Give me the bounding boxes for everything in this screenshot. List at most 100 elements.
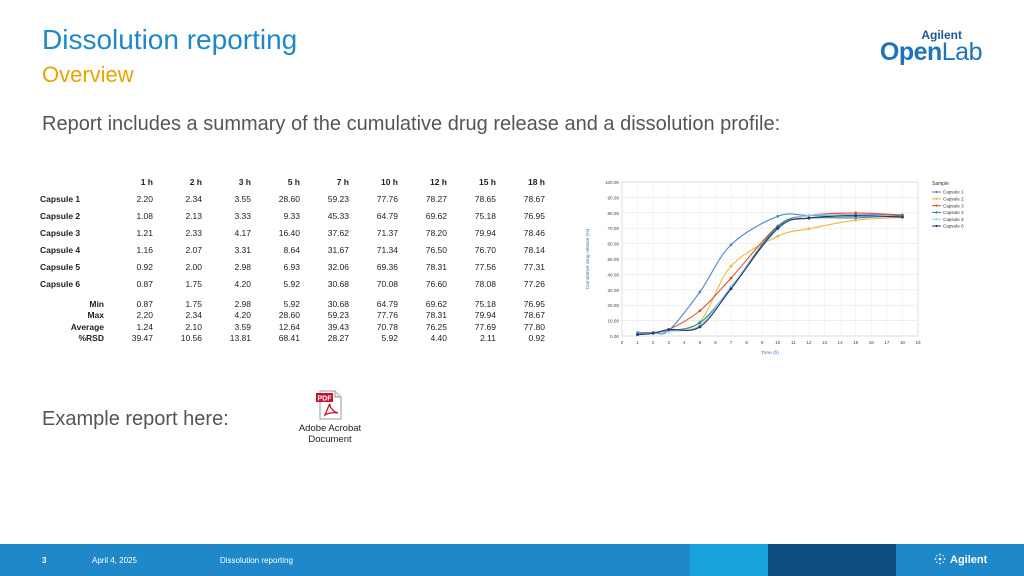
stat-cell: 28.60 [278,310,300,321]
y-tick-label: 0.00 [610,334,619,339]
data-point [776,214,780,218]
data-point [729,287,733,291]
y-axis-label: Cumulative drug release (%) [585,228,591,289]
stat-label: Min [89,298,104,309]
data-point [807,227,811,231]
stat-cell: 4.40 [430,333,447,344]
table-cell: 3.33 [234,210,251,221]
x-tick-label: 1 [636,340,639,345]
table-cell: 1.08 [136,210,153,221]
table-cell: 2.20 [136,193,153,204]
footer-title: Dissolution reporting [220,556,293,565]
dissolution-profile-chart: 0.00 10.00 20.00 30.00 40.00 50.00 60.00 70.00 8… [585,180,964,356]
stat-row: %RSD 39.47 10.56 13.81 68.41 28.27 5.92 4.40 2.1… [40,333,545,345]
table-cell: 1.16 [136,244,153,255]
column-header: 12 h [429,177,447,187]
table-cell: 8.64 [283,244,300,255]
column-header: 5 h [287,177,300,187]
stat-cell: 64.79 [376,298,398,309]
table-header-row: 1 h 2 h 3 h 5 h 7 h 10 h 12 h 15 h 18 h [40,176,545,190]
logo-product-bold: Open [879,38,942,66]
column-header: 3 h [238,177,251,187]
table-cell: 69.62 [425,210,447,221]
x-tick-label: 3 [667,340,670,345]
data-point [729,264,733,268]
x-tick-label: 12 [806,340,812,345]
footer-date: April 4, 2025 [92,556,137,565]
table-cell: 77.31 [523,261,545,272]
table-row: Capsule 2 1.08 2.13 3.33 9.33 45.33 64.79 69.62… [40,207,545,224]
data-point [698,309,702,313]
x-tick-label: 18 [900,340,906,345]
x-tick-label: 2 [652,340,655,345]
row-label: Capsule 2 [40,210,81,221]
y-tick-label: 40.00 [608,272,620,277]
x-tick-label: 11 [791,340,796,345]
stat-cell: 70.78 [376,321,398,332]
agilent-spark-icon [934,553,946,565]
table-cell: 4.17 [234,227,251,238]
table-cell: 2.34 [185,193,202,204]
data-point [636,333,639,337]
data-point [776,234,780,238]
footer-accent-dark [768,544,896,576]
table-cell: 76.50 [425,244,447,255]
x-tick-label: 9 [761,340,764,345]
table-cell: 37.62 [327,227,349,238]
data-point [651,331,655,335]
stat-cell: 2.11 [480,333,496,344]
table-cell: 78.20 [425,227,447,238]
table-cell: 3.31 [234,244,251,255]
example-text: Example report here: [42,408,229,430]
table-cell: 76.60 [425,278,447,289]
table-cell: 30.68 [327,278,349,289]
table-cell: 78.65 [474,193,496,204]
row-label: Capsule 4 [40,244,81,255]
legend-entry: Capsule 4 [943,210,964,215]
x-axis-label: Time (h) [761,350,779,356]
table-cell: 69.36 [376,261,398,272]
y-tick-label: 30.00 [608,288,620,293]
pdf-label-line2: Document [308,434,352,445]
stat-cell: 76.95 [523,298,545,309]
legend-entry: Capsule 1 [943,190,964,195]
table-cell: 2.33 [185,227,202,238]
stat-cell: 77.80 [523,321,545,332]
stat-cell: 4.20 [234,310,251,321]
table-cell: 1.75 [185,278,202,289]
slide-title: Dissolution reporting [42,24,298,55]
table-cell: 0.87 [136,278,153,289]
stat-label: Average [70,321,104,332]
table-cell: 76.95 [523,210,545,221]
y-tick-label: 50.00 [608,257,620,262]
x-tick-label: 7 [730,340,733,345]
stat-row: Max 2.20 2.34 4.20 28.60 59.23 77.76 78.31 79.94… [40,310,545,322]
x-tick-label: 4 [683,340,686,345]
table-cell: 75.18 [474,210,496,221]
y-tick-label: 60.00 [608,242,620,247]
column-header: 18 h [527,177,545,187]
table-cell: 78.46 [523,227,545,238]
table-row: Capsule 3 1.21 2.33 4.17 16.40 37.62 71.37 78.2… [40,224,545,241]
table-cell: 2.00 [185,261,202,272]
table-body: Capsule 1 2.20 2.34 3.55 28.60 59.23 77.76 78.2… [40,190,545,344]
y-tick-label: 10.00 [608,319,620,324]
x-tick-label: 0 [621,340,624,345]
stat-cell: 39.43 [327,321,349,332]
table-row: Capsule 1 2.20 2.34 3.55 28.60 59.23 77.76 78.2… [40,190,545,207]
legend-marker [935,218,938,221]
x-tick-label: 8 [745,340,748,345]
stat-cell: 2.20 [136,310,153,321]
x-tick-label: 15 [853,340,859,345]
table-cell: 16.40 [278,227,300,238]
table-cell: 31.67 [327,244,349,255]
legend-marker [935,224,938,228]
row-label: Capsule 3 [40,227,81,238]
stat-cell: 2.98 [234,298,251,309]
pdf-attachment[interactable]: PDF Adobe Acrobat Document [290,390,370,450]
column-header: 7 h [336,177,349,187]
table-cell: 77.26 [523,278,545,289]
stat-cell: 2.34 [185,310,202,321]
stat-cell: 12.64 [278,321,300,332]
table-row: Capsule 5 0.92 2.00 2.98 6.93 32.06 69.36 78.31… [40,258,545,275]
